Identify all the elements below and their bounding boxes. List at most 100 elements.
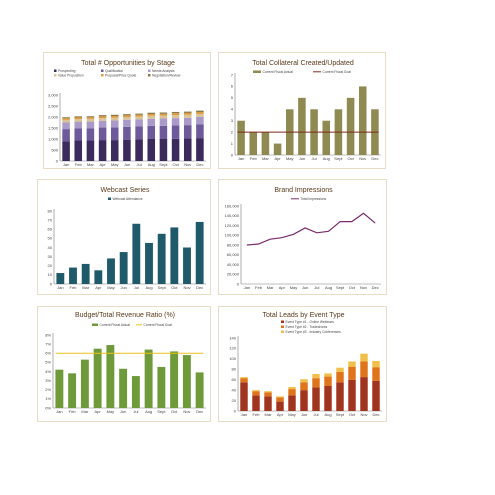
bar	[348, 361, 356, 367]
bar	[170, 227, 179, 284]
bar	[135, 119, 143, 127]
x-tick-label: Apr	[95, 409, 102, 414]
chart-title: Brand Impressions	[274, 187, 333, 194]
bar	[98, 115, 107, 117]
y-tick-label: 3	[231, 118, 234, 123]
panel-brand: Brand Impressions Total Impressions 0 20,00…	[218, 179, 387, 295]
y-tick-label: 60	[48, 227, 53, 232]
legend-swatch	[281, 330, 284, 333]
series-line	[246, 212, 376, 246]
bar	[93, 348, 102, 408]
bar	[358, 86, 367, 155]
bar	[147, 112, 156, 115]
x-tick-label: Aug	[148, 162, 155, 167]
legend-label: Current Fiscal Actual	[263, 70, 294, 74]
bar	[131, 376, 140, 408]
bar	[240, 378, 248, 383]
bar	[62, 119, 70, 123]
bar	[195, 221, 204, 284]
x-tick-label: Mar	[262, 156, 270, 161]
panel-collateral: Total Collateral Created/Updated Current …	[218, 52, 386, 169]
x-tick-label: Feb	[250, 156, 258, 161]
bar	[86, 140, 95, 161]
bar	[196, 110, 204, 113]
bar	[123, 119, 131, 127]
legend-swatch	[54, 69, 57, 72]
legend-swatch	[54, 74, 57, 77]
x-tick-label: Nov	[183, 409, 190, 414]
x-tick-label: Jun	[299, 156, 305, 161]
bar	[183, 111, 192, 113]
bar	[74, 121, 83, 129]
bar	[288, 389, 296, 396]
bar	[135, 126, 143, 140]
bar	[74, 118, 83, 122]
y-tick-label: 80,000	[227, 242, 240, 247]
bar	[288, 395, 296, 411]
legend: Prospecting Qualification Needs Analysis Va…	[54, 69, 181, 78]
legend-label: Qualification	[105, 69, 123, 73]
x-tick-label: Dec	[372, 285, 379, 290]
bar	[348, 366, 356, 380]
legend-label: Prospecting	[58, 69, 76, 73]
bar	[324, 385, 332, 411]
x-tick-label: Apr	[99, 162, 106, 167]
x-tick-label: Aug	[145, 285, 152, 290]
y-tick-label: 10	[48, 272, 53, 277]
bar	[132, 223, 141, 284]
bar	[336, 371, 344, 383]
y-tick-label: 80	[232, 367, 237, 372]
chart-collateral: Total Collateral Created/Updated Current …	[231, 60, 381, 161]
bar	[147, 125, 156, 139]
x-tick-label: Nov	[360, 412, 367, 417]
bar	[336, 382, 344, 411]
x-tick-label: Jun	[120, 409, 126, 414]
bar	[312, 387, 320, 411]
bar	[62, 122, 70, 130]
bar	[273, 143, 282, 155]
bar	[312, 378, 320, 388]
bar	[372, 367, 380, 381]
bar	[157, 366, 166, 408]
x-tick-label: Sept	[157, 409, 166, 414]
legend-label: Event Type #2 - Tradeshows	[286, 325, 328, 329]
x-tick-label: Feb	[75, 162, 83, 167]
legend-swatch	[253, 70, 261, 73]
y-tick-label: 2,000	[48, 114, 59, 119]
x-tick-label: Feb	[70, 285, 78, 290]
y-tick-label: 2,500	[48, 103, 59, 108]
bar	[62, 141, 70, 161]
x-tick-label: Dec	[196, 285, 203, 290]
bar	[157, 233, 166, 284]
y-tick-label: 0	[237, 281, 240, 286]
bar	[98, 117, 107, 121]
legend-swatch	[148, 69, 151, 72]
bar	[276, 396, 284, 398]
bar	[261, 132, 270, 155]
x-tick-label: Aug	[325, 285, 332, 290]
bar	[159, 125, 168, 139]
chart-webcast: Webcast Series Webcast Attendance 0 10 20 30 4…	[48, 187, 206, 290]
x-tick-label: Oct	[347, 156, 354, 161]
y-tick-label: 2	[231, 129, 234, 134]
bar	[119, 252, 128, 284]
bar	[123, 126, 131, 140]
bar	[123, 117, 131, 120]
y-tick-label: 20,000	[227, 272, 240, 277]
x-tick-label: May	[111, 162, 119, 167]
chart-title: Total # Opportunities by Stage	[81, 60, 175, 67]
x-tick-label: Mar	[81, 409, 89, 414]
chart-title: Total Leads by Event Type	[263, 312, 345, 319]
bar	[98, 127, 107, 141]
x-tick-label: Sept	[334, 156, 343, 161]
y-tick-label: 80	[48, 208, 53, 213]
bar	[170, 351, 179, 408]
bar	[62, 129, 70, 142]
legend-swatch	[92, 323, 98, 326]
chart-title: Webcast Series	[101, 187, 150, 194]
legend: Current Fiscal Actual Current Fiscal Goal	[253, 70, 351, 74]
bar	[264, 391, 272, 393]
bar	[196, 124, 204, 139]
bar	[80, 359, 89, 408]
panel-webcast: Webcast Series Webcast Attendance 0 10 20 30 4…	[37, 179, 211, 295]
